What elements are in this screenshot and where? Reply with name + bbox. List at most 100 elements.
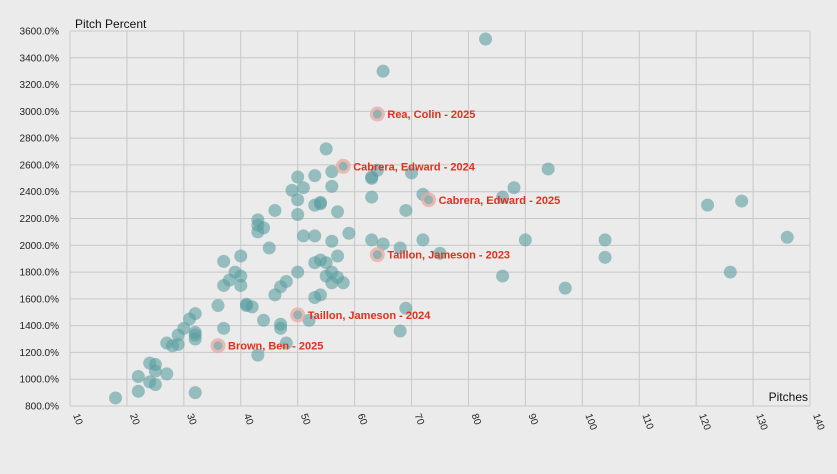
y-tick-label: 2800.0% [20, 134, 60, 145]
highlight-label: Cabrera, Edward - 2025 [439, 195, 561, 207]
highlight-point-core [338, 161, 348, 171]
y-tick-label: 3000.0% [20, 107, 60, 118]
x-tick-label: 80 [469, 412, 483, 427]
y-tick-label: 1400.0% [20, 321, 60, 332]
data-point [376, 237, 390, 251]
x-tick-label: 50 [298, 412, 312, 427]
data-point [291, 193, 305, 207]
data-point [131, 370, 145, 384]
y-tick-label: 3200.0% [20, 80, 60, 91]
y-tick-label: 2600.0% [20, 160, 60, 171]
x-tick-label: 20 [127, 412, 141, 427]
data-point [234, 249, 248, 263]
data-point [234, 278, 248, 292]
data-point [188, 307, 202, 321]
data-point [313, 197, 327, 211]
data-point [405, 166, 419, 180]
x-tick-label: 10 [70, 412, 84, 427]
data-point [331, 249, 345, 263]
data-point [188, 332, 202, 346]
data-point [399, 301, 413, 315]
x-tick-label: 120 [696, 412, 712, 432]
x-tick-label: 130 [753, 412, 769, 432]
data-point [188, 386, 202, 400]
data-point [313, 288, 327, 302]
data-point [433, 246, 447, 260]
x-tick-label: 100 [582, 412, 598, 432]
highlight-point-core [372, 250, 382, 260]
data-point [336, 276, 350, 290]
data-point [217, 321, 231, 335]
data-point [148, 378, 162, 392]
y-tick-label: 1200.0% [20, 348, 60, 359]
data-point [257, 221, 271, 235]
data-point [285, 183, 299, 197]
data-point [701, 198, 715, 212]
highlighted-points: Rea, Colin - 2025 Cabrera, Edward - 2024 C… [210, 106, 561, 354]
highlight-point-core [293, 310, 303, 320]
highlight-label: Cabrera, Edward - 2024 [353, 161, 476, 173]
data-point [370, 163, 384, 177]
data-point [365, 233, 379, 247]
data-point [148, 364, 162, 378]
data-point [251, 348, 265, 362]
data-point [296, 181, 310, 195]
x-tick-label: 40 [241, 412, 255, 427]
data-point [496, 269, 510, 283]
data-point [291, 170, 305, 184]
data-point [325, 234, 339, 248]
data-point [245, 300, 259, 314]
highlight-point-core [213, 341, 223, 351]
data-point [331, 205, 345, 219]
y-axis-title: Pitch Percent [75, 17, 147, 31]
y-tick-label: 1600.0% [20, 294, 60, 305]
x-axis-title: Pitches [769, 390, 808, 404]
data-point [109, 391, 123, 405]
y-tick-label: 2000.0% [20, 241, 60, 252]
data-point [780, 230, 794, 244]
highlight-label: Taillon, Jameson - 2024 [308, 310, 432, 322]
data-point [479, 32, 493, 46]
data-point [735, 194, 749, 208]
data-point [268, 203, 282, 217]
data-point [416, 233, 430, 247]
data-point [302, 313, 316, 327]
y-tick-label: 1000.0% [20, 375, 60, 386]
data-point [723, 265, 737, 279]
data-point [541, 162, 555, 176]
tick-labels: 800.0% 1000.0% 1200.0% 1400.0% 1600.0% 1800.0… [20, 27, 827, 433]
data-point [325, 179, 339, 193]
data-point [177, 321, 191, 335]
data-point [598, 250, 612, 264]
data-points [109, 32, 794, 405]
data-point [296, 229, 310, 243]
data-point [393, 241, 407, 255]
data-point [507, 181, 521, 195]
x-tick-label: 60 [355, 412, 369, 427]
data-point [211, 299, 225, 313]
highlight-label: Taillon, Jameson - 2023 [387, 250, 510, 262]
data-point [308, 229, 322, 243]
data-point [376, 64, 390, 78]
data-point [262, 241, 276, 255]
data-point [399, 203, 413, 217]
data-point [319, 256, 333, 270]
data-point [279, 274, 293, 288]
highlight-label: Rea, Colin - 2025 [387, 109, 475, 121]
data-point [496, 190, 510, 204]
grid [69, 30, 811, 407]
x-tick-label: 140 [810, 412, 826, 432]
data-point [257, 313, 271, 327]
data-point [393, 324, 407, 338]
data-point [308, 169, 322, 183]
x-tick-label: 110 [639, 412, 655, 431]
data-point [598, 233, 612, 247]
data-point [291, 207, 305, 221]
data-point [274, 321, 288, 335]
highlight-label: Brown, Ben - 2025 [228, 341, 323, 353]
y-tick-label: 800.0% [25, 402, 59, 413]
y-tick-label: 1800.0% [20, 268, 60, 279]
y-tick-label: 2200.0% [20, 214, 60, 225]
y-tick-label: 3400.0% [20, 53, 60, 64]
